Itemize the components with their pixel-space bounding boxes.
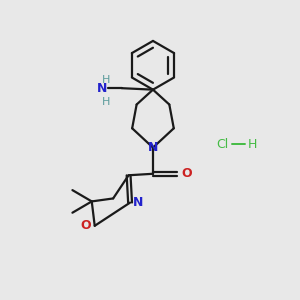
- Text: O: O: [182, 167, 192, 180]
- Text: Cl: Cl: [217, 138, 229, 151]
- Text: N: N: [133, 196, 143, 209]
- Text: N: N: [97, 82, 107, 95]
- Text: H: H: [102, 75, 110, 85]
- Text: H: H: [102, 97, 110, 106]
- Text: H: H: [248, 138, 257, 151]
- Text: O: O: [80, 219, 91, 232]
- Text: N: N: [148, 141, 158, 154]
